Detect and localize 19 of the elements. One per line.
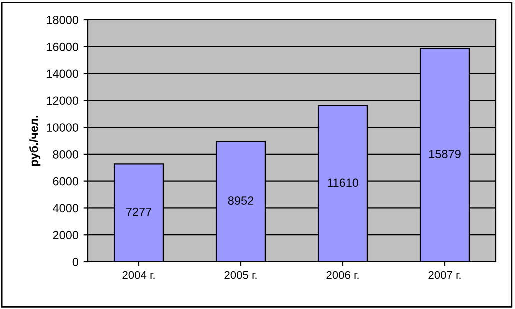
x-tick-label: 2005 г.: [224, 271, 257, 280]
y-tick-label: 4000: [52, 204, 79, 213]
y-tick-label: 2000: [53, 231, 79, 240]
y-tick-label: 0: [72, 258, 79, 266]
y-tick-label: 6000: [53, 177, 79, 186]
data-label: 7277: [126, 208, 152, 216]
y-axis-title: руб./чел.: [29, 116, 41, 166]
y-tick-label: 18000: [47, 16, 79, 24]
y-tick-label: 12000: [47, 96, 79, 106]
data-label: 8952: [228, 196, 254, 205]
data-label: 11610: [328, 178, 359, 188]
y-tick-label: 16000: [47, 42, 79, 52]
data-label: 15879: [429, 150, 461, 158]
y-tick-label: 8000: [53, 150, 79, 159]
y-tick-label: 14000: [47, 70, 79, 78]
y-tick-label: 10000: [47, 124, 79, 132]
x-tick-label: 2004 г.: [122, 271, 155, 280]
x-tick-label: 2006 г.: [326, 271, 359, 280]
x-tick-label: 2007 г.: [428, 271, 461, 280]
